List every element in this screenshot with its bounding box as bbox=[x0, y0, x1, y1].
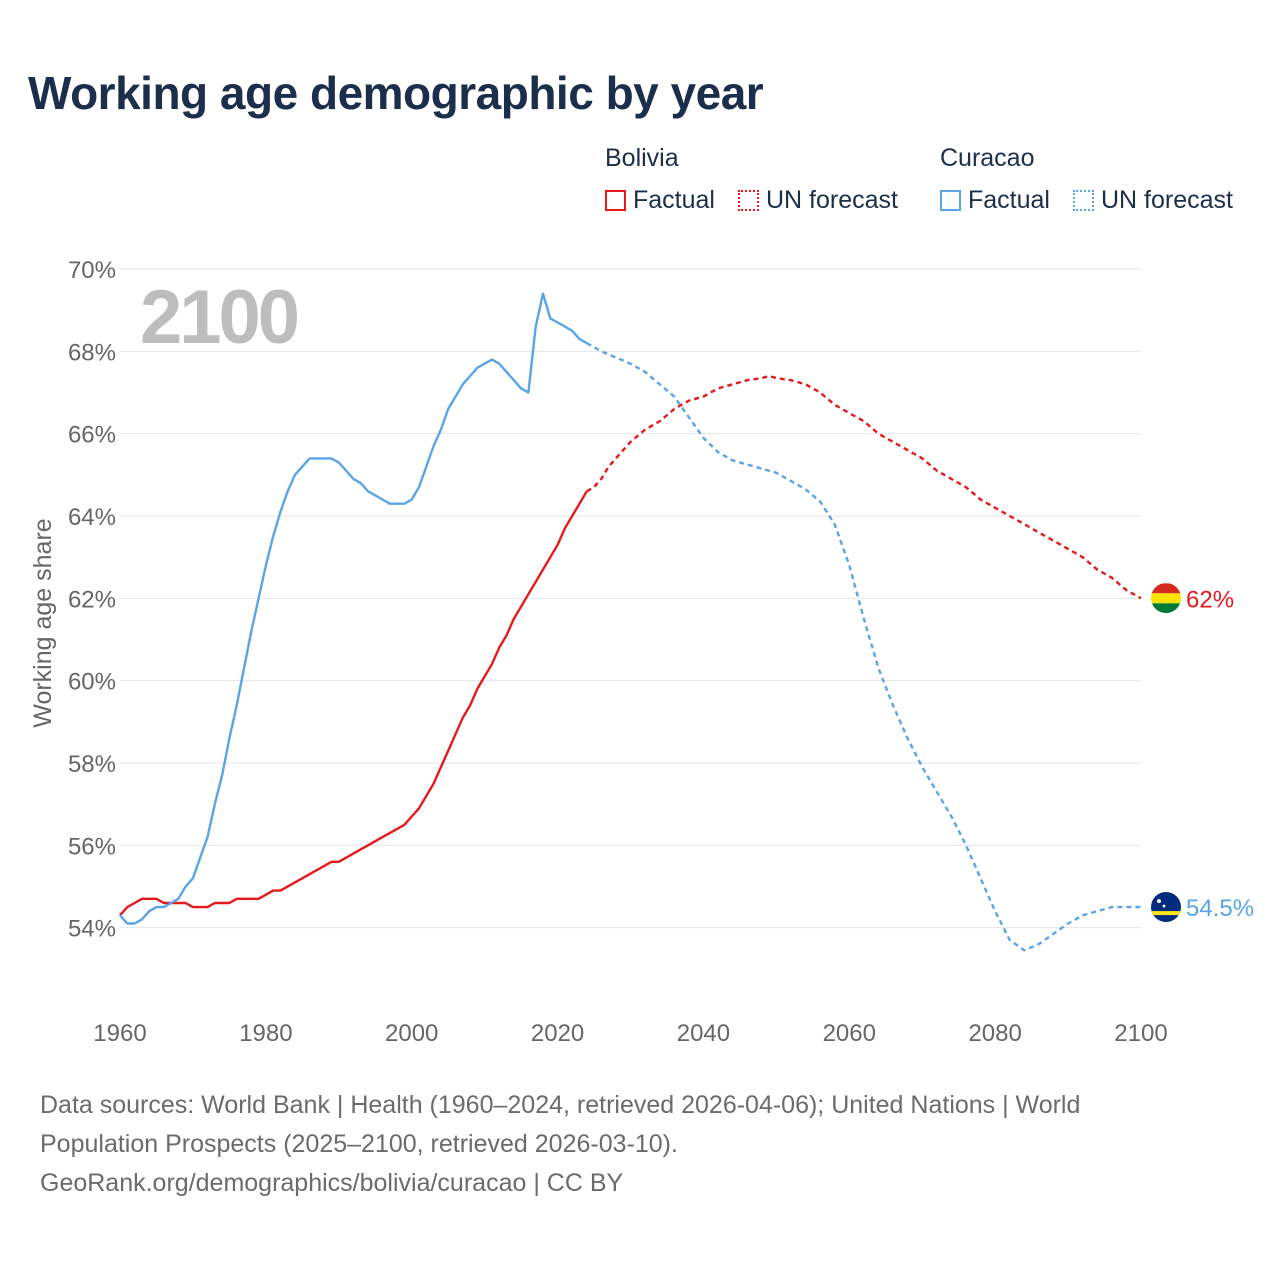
series-bolivia-factual bbox=[119, 490, 588, 917]
chart-title: Working age demographic by year bbox=[28, 67, 764, 119]
legend-label-curacao-forecast: UN forecast bbox=[1101, 186, 1233, 214]
y-tick-label-58: 58% bbox=[68, 751, 116, 778]
footer-line-1: Data sources: World Bank | Health (1960–… bbox=[40, 1091, 1081, 1119]
legend-label-curacao-factual: Factual bbox=[968, 186, 1050, 214]
flag-curacao-icon bbox=[1151, 892, 1181, 922]
series-lines bbox=[119, 292, 1142, 952]
legend-title-curacao: Curacao bbox=[940, 144, 1035, 172]
legend-swatch-curacao-factual bbox=[940, 190, 961, 211]
y-tick-label-60: 60% bbox=[68, 669, 116, 696]
legend-swatch-bolivia-factual bbox=[605, 190, 626, 211]
legend-item-bolivia-forecast[interactable]: UN forecast bbox=[738, 186, 898, 215]
y-tick-label-66: 66% bbox=[68, 422, 116, 449]
legend-swatch-curacao-forecast bbox=[1073, 190, 1094, 211]
series-curacao-factual bbox=[119, 292, 588, 925]
x-tick-label-2080: 2080 bbox=[968, 1020, 1021, 1047]
series-bolivia-forecast bbox=[586, 374, 1142, 600]
x-tick-label-2000: 2000 bbox=[385, 1020, 438, 1047]
series-curacao-forecast bbox=[586, 342, 1141, 952]
end-label-curacao: 54.5% bbox=[1186, 895, 1254, 922]
legend-label-bolivia-factual: Factual bbox=[633, 186, 715, 214]
x-tick-label-2100: 2100 bbox=[1114, 1020, 1167, 1047]
x-tick-label-2060: 2060 bbox=[823, 1020, 876, 1047]
grid-lines bbox=[120, 268, 1141, 929]
x-tick-label-2020: 2020 bbox=[531, 1020, 584, 1047]
legend-item-bolivia-factual[interactable]: Factual bbox=[605, 186, 715, 215]
end-label-bolivia: 62% bbox=[1186, 586, 1234, 613]
y-tick-label-54: 54% bbox=[68, 916, 116, 943]
x-tick-label-2040: 2040 bbox=[677, 1020, 730, 1047]
y-tick-label-64: 64% bbox=[68, 504, 116, 531]
footer-line-3: GeoRank.org/demographics/bolivia/curacao… bbox=[40, 1169, 624, 1197]
x-tick-label-1960: 1960 bbox=[93, 1020, 146, 1047]
legend-title-bolivia: Bolivia bbox=[605, 144, 679, 172]
y-tick-label-62: 62% bbox=[68, 586, 116, 613]
y-axis-ticks: 54% 56% 58% 60% 62% 64% 66% 68% 70% bbox=[68, 257, 116, 943]
legend-label-bolivia-forecast: UN forecast bbox=[766, 186, 898, 214]
y-tick-label-70: 70% bbox=[68, 257, 116, 284]
x-axis-ticks: 1960 1980 2000 2020 2040 2060 2080 2100 bbox=[93, 1020, 1167, 1047]
y-tick-label-68: 68% bbox=[68, 339, 116, 366]
end-markers: 62% 54.5% bbox=[1151, 583, 1254, 922]
legend-item-curacao-forecast[interactable]: UN forecast bbox=[1073, 186, 1233, 215]
footer-line-2: Population Prospects (2025–2100, retriev… bbox=[40, 1130, 678, 1158]
footer: Data sources: World Bank | Health (1960–… bbox=[40, 1086, 1220, 1203]
x-tick-label-1980: 1980 bbox=[239, 1020, 292, 1047]
legend-swatch-bolivia-forecast bbox=[738, 190, 759, 211]
year-watermark: 2100 bbox=[140, 275, 298, 360]
y-tick-label-56: 56% bbox=[68, 833, 116, 860]
legend-item-curacao-factual[interactable]: Factual bbox=[940, 186, 1050, 215]
y-axis-label: Working age share bbox=[29, 518, 57, 727]
flag-bolivia-icon bbox=[1151, 583, 1181, 613]
